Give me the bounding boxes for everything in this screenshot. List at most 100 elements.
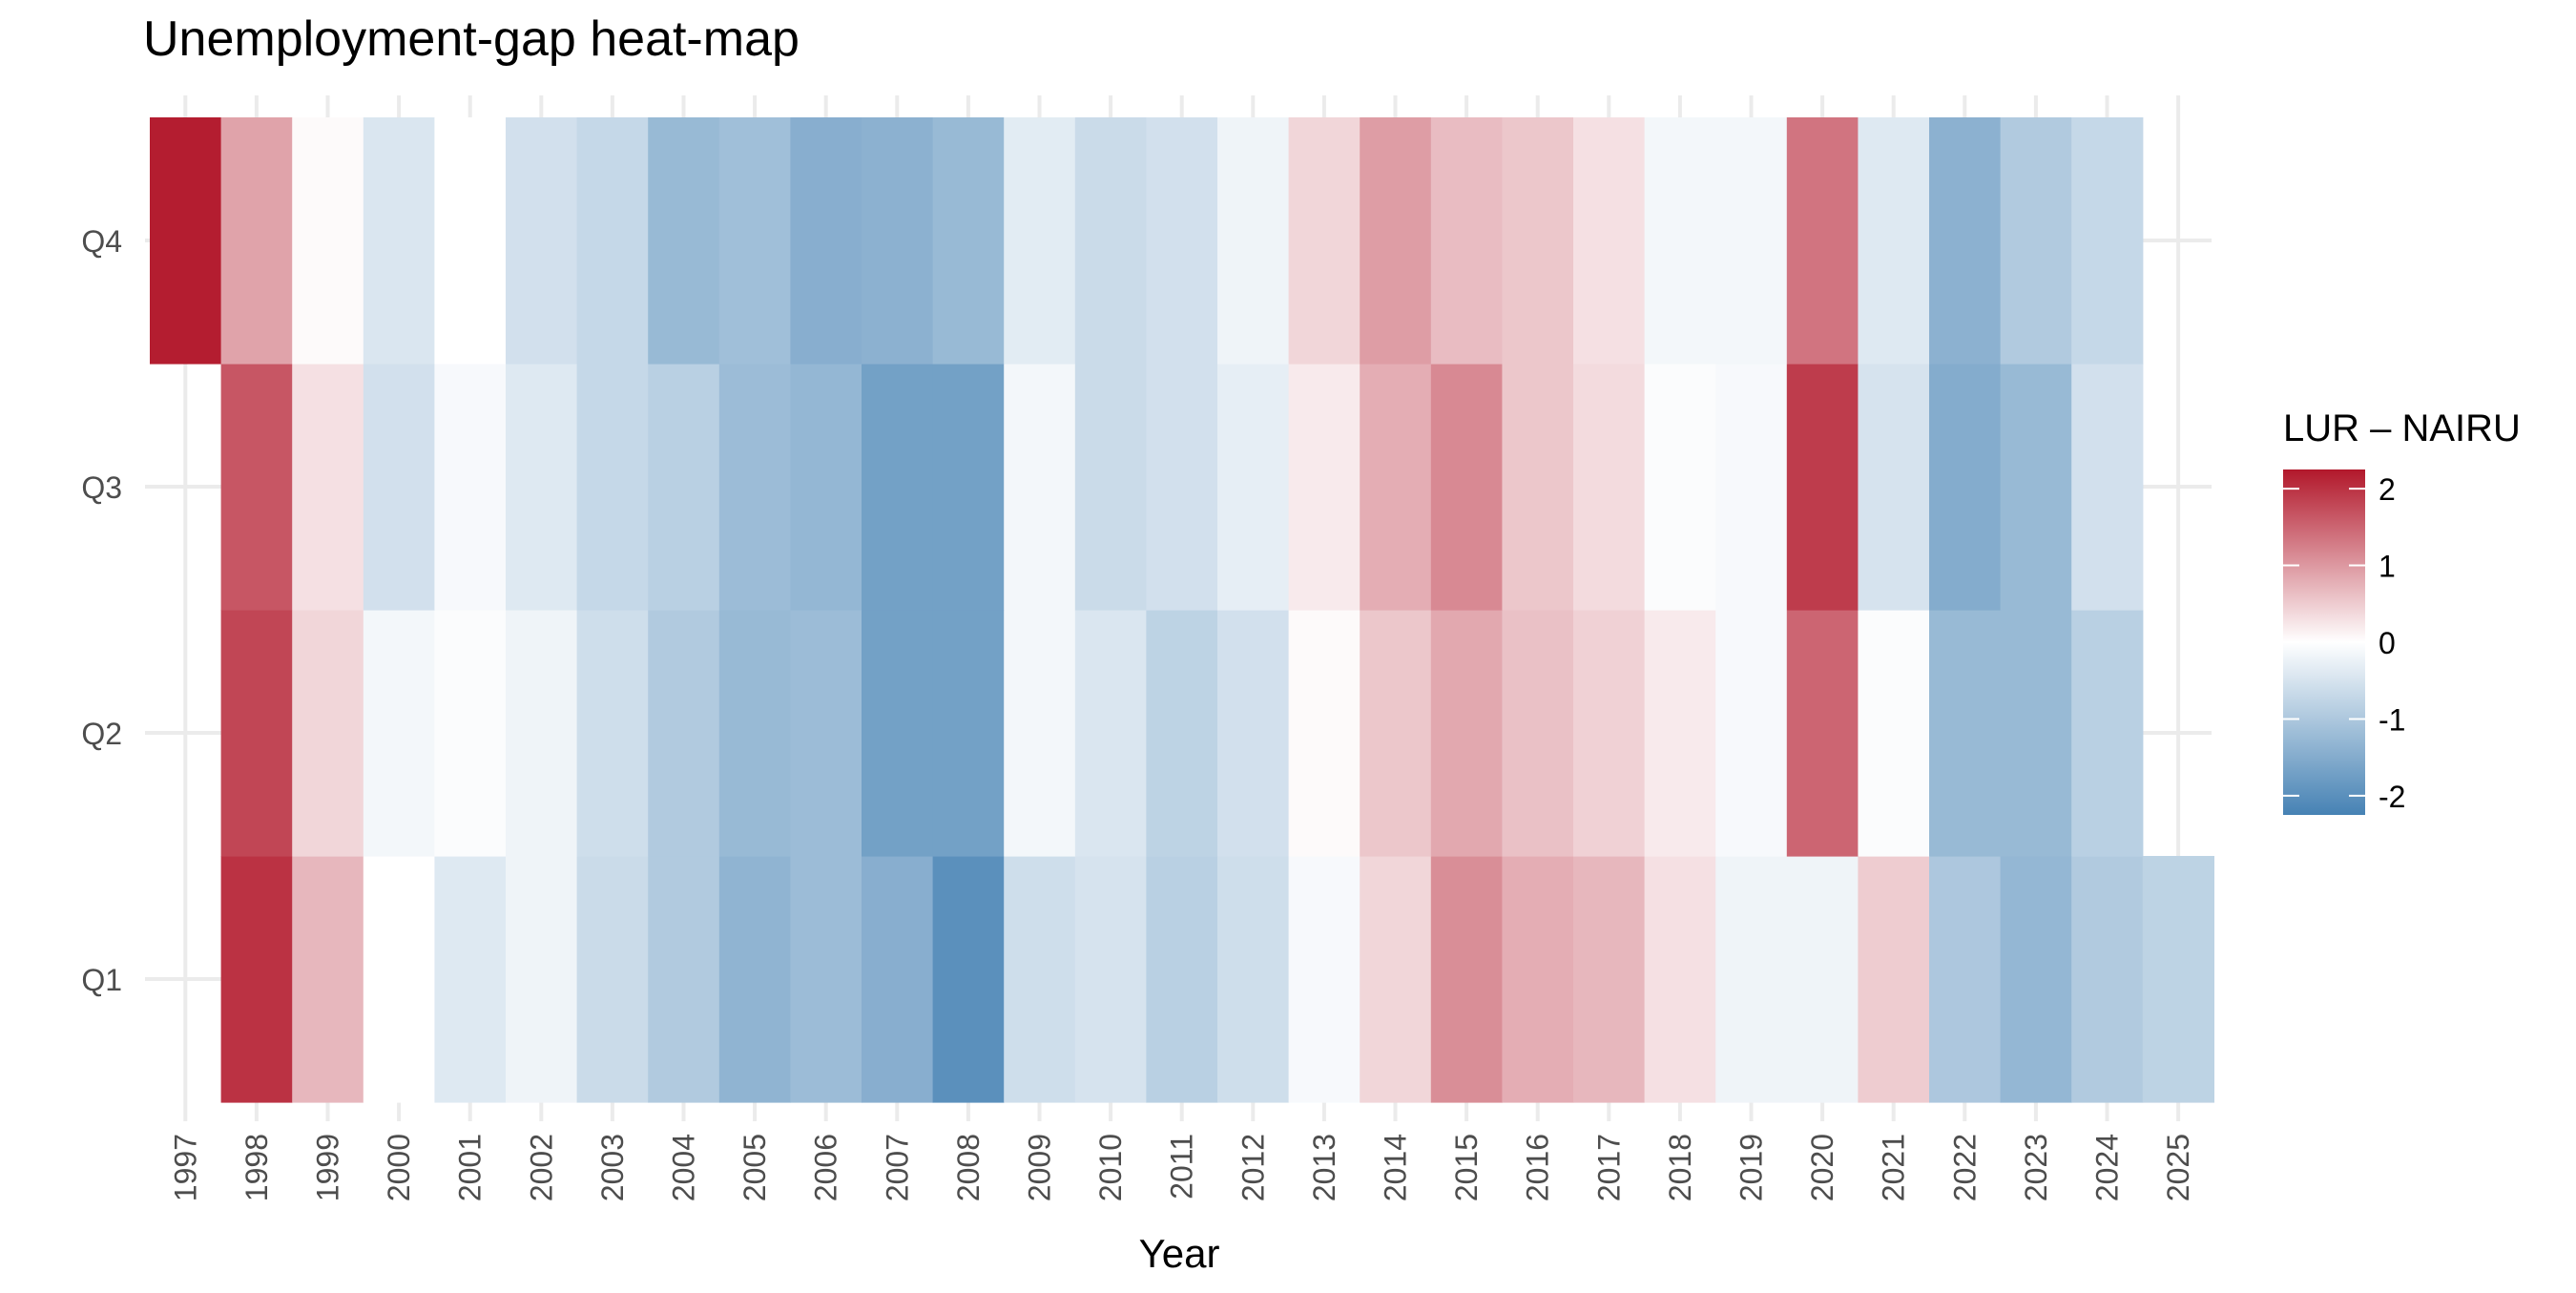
- heatmap-cell: [1430, 117, 1503, 365]
- x-tick-label: 2004: [667, 1134, 701, 1201]
- heatmap-cell: [506, 364, 578, 611]
- x-tick-label: 1999: [311, 1134, 345, 1201]
- heatmap-cell: [1573, 856, 1646, 1103]
- heatmap-cell: [2142, 856, 2214, 1103]
- heatmap-cell: [2000, 610, 2072, 857]
- heatmap-cell: [1288, 856, 1361, 1103]
- heatmap-cell: [718, 610, 791, 857]
- heatmap-cell: [1573, 610, 1646, 857]
- y-tick-label: Q4: [81, 224, 122, 259]
- x-tick-label: 2001: [453, 1134, 488, 1201]
- x-tick-label: 2007: [880, 1134, 914, 1201]
- heatmap-cell: [1288, 117, 1361, 365]
- heatmap-cell: [506, 117, 578, 365]
- heatmap-cell: [1858, 856, 1930, 1103]
- y-tick-labels: Q1 Q2 Q3 Q4: [81, 224, 122, 997]
- heatmap-cell: [1715, 364, 1788, 611]
- heatmap-cell: [220, 856, 293, 1103]
- heatmap-cell: [2000, 117, 2072, 365]
- heatmap-cell: [1360, 610, 1432, 857]
- x-tick-label: 2012: [1236, 1134, 1270, 1201]
- heatmap-cell: [292, 610, 364, 857]
- heatmap-cell: [862, 117, 934, 365]
- heatmap-cell: [790, 856, 862, 1103]
- heatmap-cell: [932, 856, 1005, 1103]
- heatmap-cell: [1430, 856, 1503, 1103]
- heatmap-cell: [1644, 610, 1716, 857]
- legend-tick-label: -2: [2379, 780, 2405, 814]
- heatmap-cell: [718, 856, 791, 1103]
- heatmap-cell: [506, 856, 578, 1103]
- heatmap-cell: [220, 364, 293, 611]
- heatmap-cell: [932, 610, 1005, 857]
- x-tick-label: 2000: [382, 1134, 416, 1201]
- heatmap-cell: [1786, 117, 1859, 365]
- heatmap-cell: [648, 856, 720, 1103]
- heatmap-cell: [1502, 117, 1574, 365]
- y-tick-label: Q1: [81, 963, 122, 997]
- heatmap-cell: [434, 610, 507, 857]
- heatmap-cell: [1004, 856, 1076, 1103]
- heatmap-cell: [363, 856, 435, 1103]
- x-tick-label: 2017: [1591, 1134, 1626, 1201]
- heatmap-cell: [292, 364, 364, 611]
- heatmap-cell: [363, 364, 435, 611]
- x-axis-title: Year: [1139, 1231, 1220, 1276]
- x-tick-label: 2013: [1307, 1134, 1341, 1201]
- x-tick-label: 2024: [2090, 1134, 2125, 1201]
- heatmap-cell: [1573, 117, 1646, 365]
- heatmap-cell: [1004, 117, 1076, 365]
- heatmap-cell: [2000, 364, 2072, 611]
- heatmap-cell: [220, 610, 293, 857]
- heatmap-cell: [434, 117, 507, 365]
- heatmap-cell: [1786, 856, 1859, 1103]
- heatmap-cell: [862, 364, 934, 611]
- heatmap-cell: [1644, 117, 1716, 365]
- heatmap-cell: [1715, 117, 1788, 365]
- x-tick-label: 1998: [239, 1134, 274, 1201]
- heatmap-cell: [363, 610, 435, 857]
- x-tick-label: 2025: [2161, 1134, 2195, 1201]
- heatmap-cell: [2071, 856, 2144, 1103]
- legend-ticks: 2 1 0 -1 -2: [2283, 472, 2405, 814]
- x-tick-label: 2015: [1449, 1134, 1484, 1201]
- heatmap-cell: [1502, 364, 1574, 611]
- legend-tick-label: 0: [2379, 626, 2396, 660]
- heatmap-cell: [1146, 610, 1218, 857]
- heatmap-cells: [150, 117, 2214, 1103]
- heatmap-cell: [292, 856, 364, 1103]
- heatmap-cell: [363, 117, 435, 365]
- heatmap-cell: [648, 117, 720, 365]
- heatmap-cell: [434, 364, 507, 611]
- heatmap-cell: [790, 364, 862, 611]
- heatmap-cell: [576, 856, 649, 1103]
- heatmap-cell: [1644, 364, 1716, 611]
- heatmap-cell: [932, 364, 1005, 611]
- heatmap-cell: [718, 364, 791, 611]
- heatmap-cell: [1929, 117, 2002, 365]
- heatmap-cell: [648, 610, 720, 857]
- heatmap-cell: [1502, 856, 1574, 1103]
- heatmap-cell: [790, 117, 862, 365]
- heatmap-cell: [576, 364, 649, 611]
- heatmap-cell: [1004, 364, 1076, 611]
- y-tick-label: Q3: [81, 470, 122, 505]
- heatmap-cell: [718, 117, 791, 365]
- heatmap-cell: [1858, 364, 1930, 611]
- heatmap-cell: [1929, 610, 2002, 857]
- heatmap-cell: [576, 117, 649, 365]
- heatmap-cell: [1573, 364, 1646, 611]
- heatmap-cell: [1288, 364, 1361, 611]
- heatmap-cell: [1074, 117, 1147, 365]
- heatmap-cell: [1074, 610, 1147, 857]
- heatmap-cell: [932, 117, 1005, 365]
- x-tick-label: 2016: [1521, 1134, 1555, 1201]
- x-tick-label: 2010: [1093, 1134, 1128, 1201]
- legend-tick-label: 1: [2379, 550, 2396, 584]
- heatmap-cell: [506, 610, 578, 857]
- heatmap-cell: [2071, 117, 2144, 365]
- heatmap-cell: [1360, 117, 1432, 365]
- heatmap-cell: [1146, 364, 1218, 611]
